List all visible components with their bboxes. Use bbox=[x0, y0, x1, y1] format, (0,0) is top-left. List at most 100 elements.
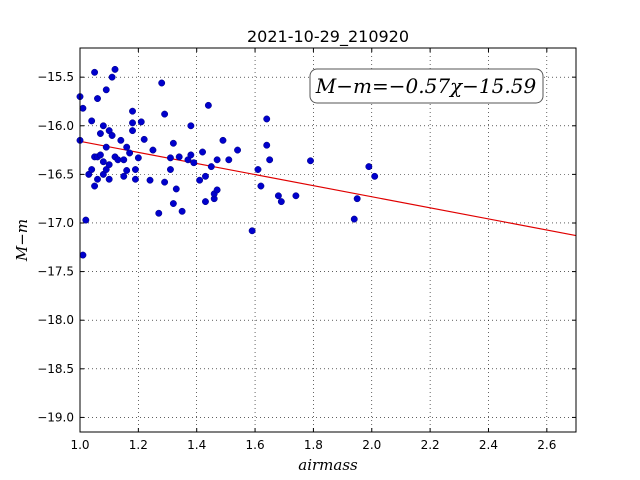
data-point bbox=[149, 146, 157, 154]
data-point bbox=[120, 156, 128, 164]
data-point bbox=[371, 172, 379, 180]
grid-lines bbox=[79, 48, 576, 432]
x-tick-label: 1.8 bbox=[304, 438, 323, 452]
data-point bbox=[137, 118, 145, 126]
data-point bbox=[102, 86, 110, 94]
data-point bbox=[196, 176, 204, 184]
data-point bbox=[166, 154, 174, 162]
y-tick-labels: −15.5 −16.0 −16.5 −17.0 −17.5 −18.0 −18.5 −19.0 bbox=[37, 70, 74, 424]
x-tick-labels: 1.0 1.2 1.4 1.6 1.8 2.0 2.2 2.4 2.6 bbox=[70, 438, 556, 452]
data-point bbox=[213, 186, 221, 194]
data-point bbox=[266, 156, 274, 164]
data-point bbox=[161, 110, 169, 118]
data-point bbox=[175, 153, 183, 161]
data-point bbox=[178, 207, 186, 215]
data-point bbox=[102, 143, 110, 151]
data-point bbox=[307, 157, 314, 165]
data-point bbox=[94, 175, 101, 183]
data-point bbox=[108, 132, 116, 139]
data-point bbox=[257, 182, 265, 190]
data-point bbox=[131, 166, 139, 173]
data-point bbox=[199, 148, 206, 156]
data-point bbox=[187, 151, 195, 159]
y-tick-label: −18.5 bbox=[37, 362, 74, 376]
data-point bbox=[365, 163, 373, 171]
data-point bbox=[207, 163, 215, 171]
data-point bbox=[292, 192, 300, 200]
data-point bbox=[140, 135, 148, 143]
x-tick-label: 1.6 bbox=[246, 438, 265, 452]
data-point bbox=[202, 198, 209, 206]
data-point bbox=[88, 117, 96, 125]
data-point bbox=[263, 115, 271, 123]
y-tick-label: −16.0 bbox=[37, 119, 74, 133]
data-point bbox=[94, 95, 101, 103]
x-tick-label: 2.2 bbox=[421, 438, 440, 452]
data-point bbox=[88, 166, 96, 173]
data-point bbox=[105, 161, 113, 169]
data-point bbox=[129, 107, 136, 115]
data-point bbox=[169, 139, 177, 147]
data-point bbox=[161, 178, 169, 186]
data-point bbox=[126, 149, 134, 157]
data-point bbox=[248, 227, 256, 235]
data-point bbox=[274, 192, 282, 200]
data-point bbox=[134, 154, 142, 162]
data-point bbox=[190, 159, 198, 167]
data-point bbox=[105, 175, 113, 183]
data-point bbox=[234, 146, 242, 154]
data-point bbox=[172, 185, 180, 193]
data-point bbox=[202, 172, 209, 180]
data-point bbox=[111, 65, 119, 73]
fit-equation: M−m=−0.57χ−15.59 bbox=[315, 74, 537, 98]
data-point bbox=[187, 122, 195, 130]
data-point bbox=[129, 127, 136, 135]
fit-line-group bbox=[79, 140, 577, 237]
data-point bbox=[91, 182, 99, 190]
data-point bbox=[263, 141, 271, 149]
data-point bbox=[99, 158, 107, 166]
data-point bbox=[91, 68, 99, 76]
data-point bbox=[166, 166, 174, 173]
data-points bbox=[76, 65, 379, 259]
data-point bbox=[117, 136, 125, 144]
data-point bbox=[99, 122, 107, 130]
x-tick-label: 2.0 bbox=[362, 438, 381, 452]
x-tick-label: 1.0 bbox=[70, 438, 89, 452]
data-point bbox=[108, 73, 116, 81]
data-point bbox=[277, 198, 285, 206]
y-tick-label: −16.5 bbox=[37, 167, 74, 181]
data-point bbox=[131, 175, 139, 183]
data-point bbox=[353, 195, 361, 203]
annotation-box bbox=[309, 68, 544, 104]
data-point bbox=[96, 151, 104, 159]
data-point bbox=[123, 167, 131, 174]
data-point bbox=[114, 156, 122, 164]
data-point bbox=[79, 104, 87, 112]
fit-line bbox=[79, 140, 577, 237]
data-point bbox=[146, 176, 154, 184]
data-point bbox=[123, 143, 131, 151]
data-point bbox=[79, 251, 87, 259]
data-point bbox=[225, 156, 233, 164]
x-tick-label: 1.2 bbox=[129, 438, 148, 452]
x-tick-label: 2.4 bbox=[479, 438, 498, 452]
x-tick-label: 2.6 bbox=[537, 438, 556, 452]
data-point bbox=[213, 156, 221, 164]
data-point bbox=[158, 79, 166, 87]
data-point bbox=[350, 215, 358, 223]
y-axis-label: M−m bbox=[13, 219, 31, 262]
data-point bbox=[82, 216, 90, 224]
data-point bbox=[219, 136, 227, 144]
fit-annotation: M−m=−0.57χ−15.59 bbox=[309, 68, 544, 104]
data-point bbox=[120, 172, 128, 180]
data-point bbox=[155, 209, 163, 217]
data-point bbox=[96, 130, 104, 137]
data-point bbox=[169, 200, 177, 207]
data-point bbox=[254, 166, 262, 173]
y-tick-label: −17.5 bbox=[37, 265, 74, 279]
data-point bbox=[129, 119, 136, 127]
x-tick-label: 1.4 bbox=[187, 438, 206, 452]
y-tick-label: −15.5 bbox=[37, 70, 74, 84]
